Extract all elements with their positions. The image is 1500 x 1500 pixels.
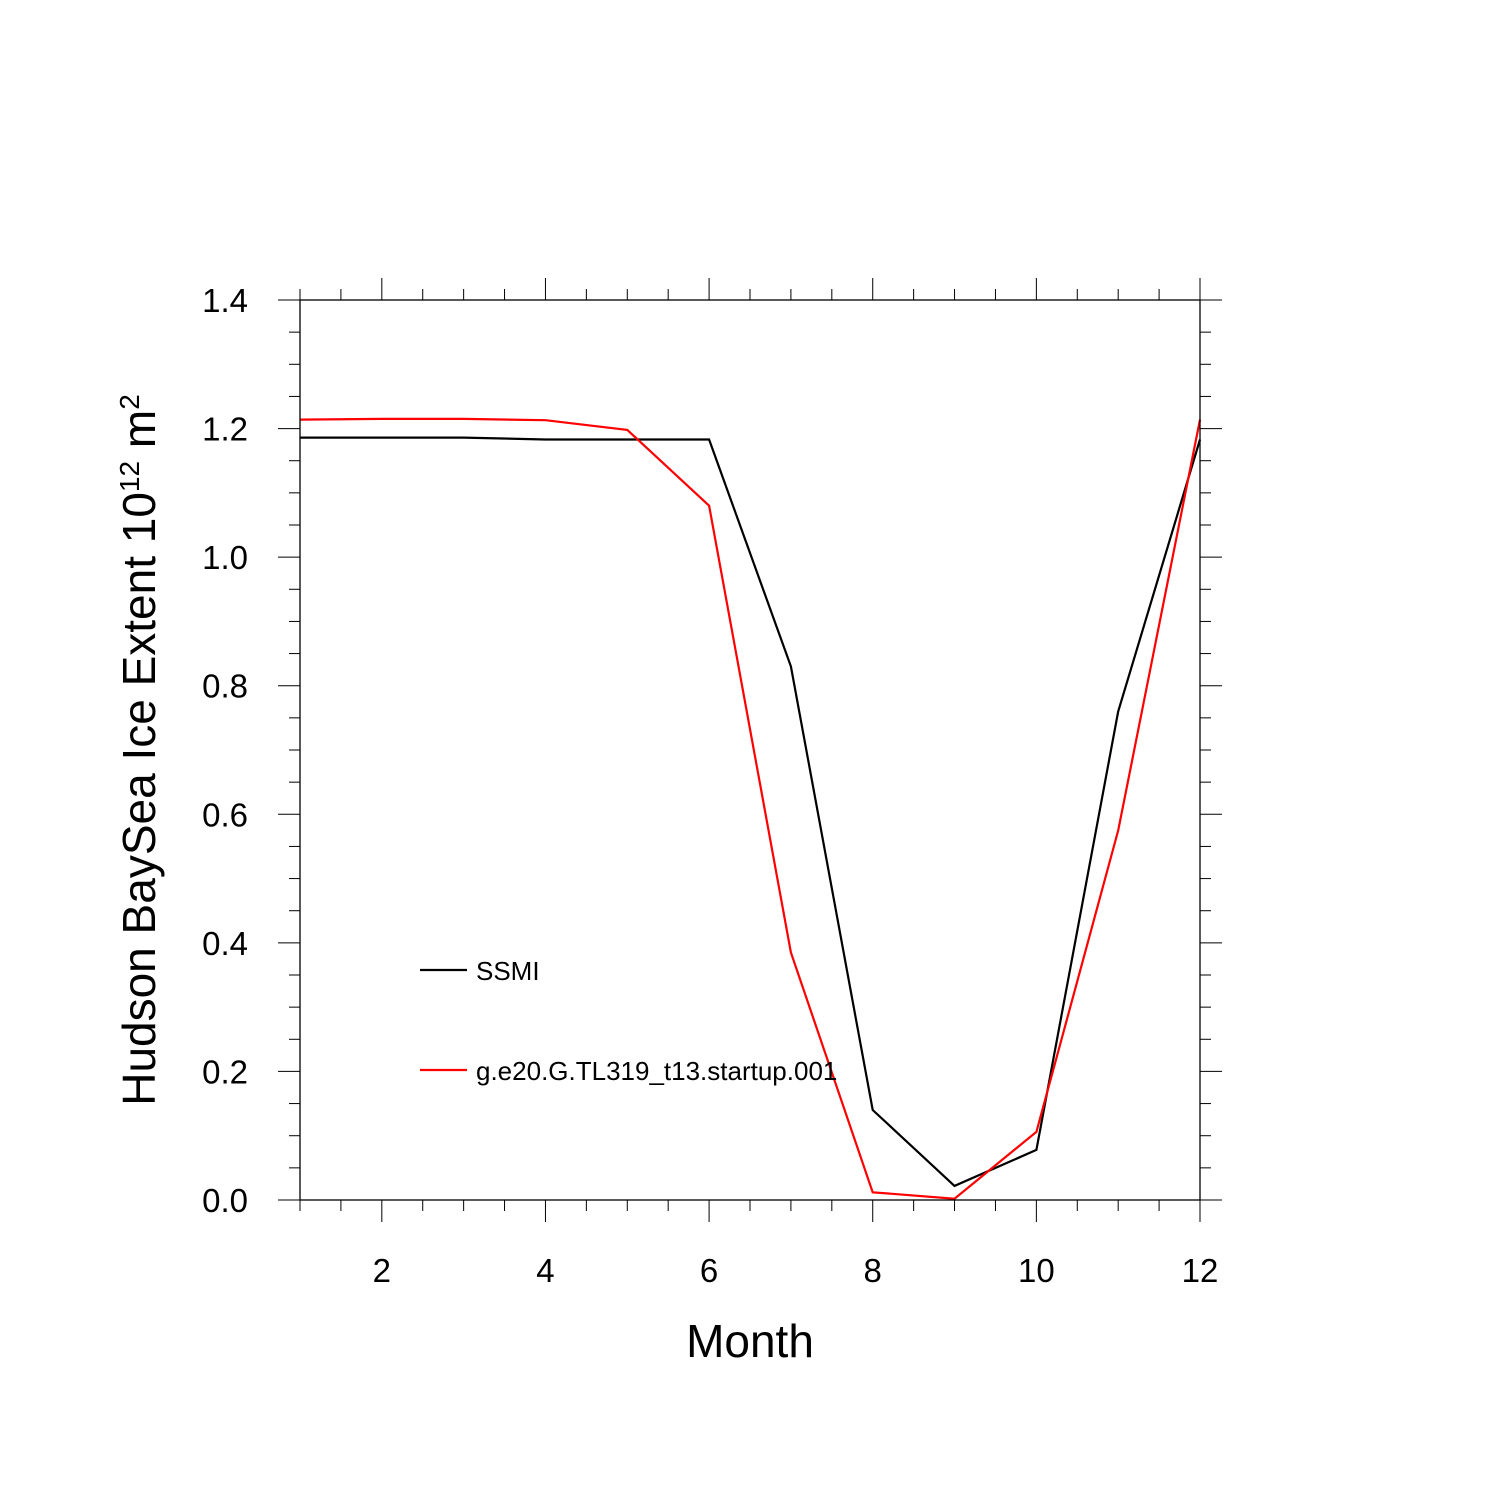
x-tick-label: 4 (536, 1252, 554, 1289)
legend-label-model: g.e20.G.TL319_t13.startup.001 (476, 1056, 837, 1086)
plot-series (299, 417, 1202, 1200)
series-line-0 (300, 436, 1202, 1188)
x-tick-label: 2 (373, 1252, 391, 1289)
y-tick-label: 1.2 (202, 411, 248, 448)
legend-label-ssmi: SSMI (476, 956, 540, 986)
y-axis-title-unit: m (113, 410, 165, 461)
y-tick-label: 0.8 (202, 668, 248, 705)
axis-ticks (278, 278, 1222, 1222)
series-line-1 (299, 417, 1202, 1200)
y-axis-title-base: Hudson BaySea Ice Extent 10 (113, 492, 165, 1106)
y-tick-label: 0.2 (202, 1053, 248, 1090)
x-tick-label: 12 (1182, 1252, 1219, 1289)
x-tick-label: 10 (1018, 1252, 1055, 1289)
y-axis-title-unit-exponent: 2 (114, 394, 145, 410)
x-tick-label: 8 (864, 1252, 882, 1289)
x-axis-title: Month (686, 1315, 814, 1367)
y-tick-label: 1.0 (202, 539, 248, 576)
y-tick-label: 0.6 (202, 796, 248, 833)
y-tick-labels: 0.0 0.2 0.4 0.6 0.8 1.0 1.2 1.4 (202, 282, 248, 1219)
x-tick-labels: 2 4 6 8 10 12 (373, 1252, 1219, 1289)
x-tick-label: 6 (700, 1252, 718, 1289)
y-tick-label: 0.4 (202, 925, 248, 962)
y-tick-label: 1.4 (202, 282, 248, 319)
y-axis-title: Hudson BaySea Ice Extent 1012 m2 (113, 394, 165, 1106)
y-tick-label: 0.0 (202, 1182, 248, 1219)
plot-frame (299, 299, 1201, 1201)
y-axis-title-exponent: 12 (114, 461, 145, 492)
legend: SSMI g.e20.G.TL319_t13.startup.001 (420, 956, 837, 1086)
